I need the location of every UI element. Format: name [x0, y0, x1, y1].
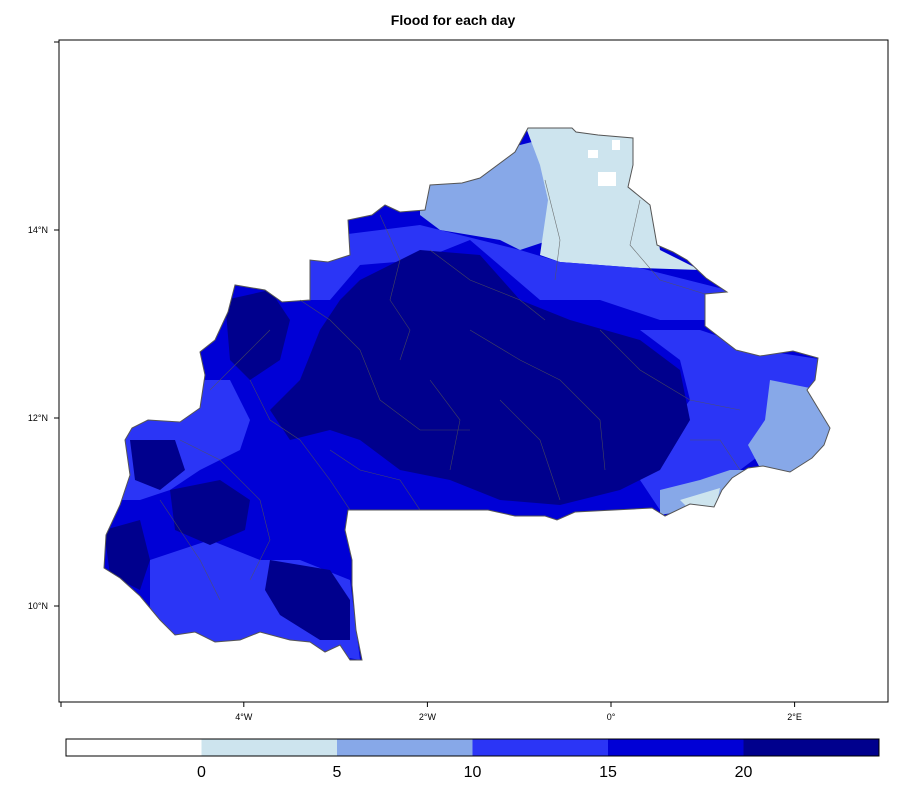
flood-raster [104, 128, 830, 660]
raster-class-20-plus [170, 480, 250, 545]
raster-class-20-plus [130, 440, 185, 490]
legend-swatch [743, 739, 880, 756]
y-tick-label: 10°N [28, 601, 48, 611]
y-tick-label: 14°N [28, 225, 48, 235]
legend-break-label: 0 [197, 764, 206, 781]
plot-frame [58, 39, 889, 703]
legend-frame [65, 738, 880, 757]
x-tick-label: 0° [607, 712, 616, 722]
legend-swatch [472, 739, 609, 756]
legend-swatch [201, 739, 338, 756]
raster-class-below-0 [612, 140, 620, 150]
longitude-axis: 4°W 2°W 0° 2°E [60, 702, 802, 722]
y-tick-label: 12°N [28, 413, 48, 423]
raster-class-10-15 [640, 330, 825, 510]
province-borders [159, 179, 741, 601]
raster-class-below-0 [598, 172, 616, 186]
raster-class-20-plus [104, 520, 150, 590]
raster-class-20-plus [265, 560, 350, 640]
legend-break-label: 15 [599, 764, 617, 781]
legend-swatch [337, 739, 473, 756]
raster-class-5-10 [660, 470, 745, 515]
raster-class-20-plus [270, 250, 690, 505]
legend-break-label: 20 [735, 764, 753, 781]
map-title: Flood for each day [390, 12, 516, 28]
color-legend: 0 5 10 15 20 [65, 738, 880, 781]
legend-swatch [66, 739, 202, 756]
raster-class-20-plus [225, 290, 290, 380]
latitude-axis: 10°N 12°N 14°N [28, 41, 59, 611]
country-outline [103, 127, 831, 661]
x-tick-label: 2°W [419, 712, 437, 722]
legend-swatch [608, 739, 744, 756]
raster-class-below-0 [588, 150, 598, 158]
x-tick-label: 4°W [235, 712, 253, 722]
raster-class-10-15 [300, 225, 735, 320]
legend-break-label: 5 [333, 764, 342, 781]
raster-class-5-10 [748, 380, 830, 472]
x-tick-label: 2°E [787, 712, 802, 722]
legend-break-label: 10 [464, 764, 482, 781]
